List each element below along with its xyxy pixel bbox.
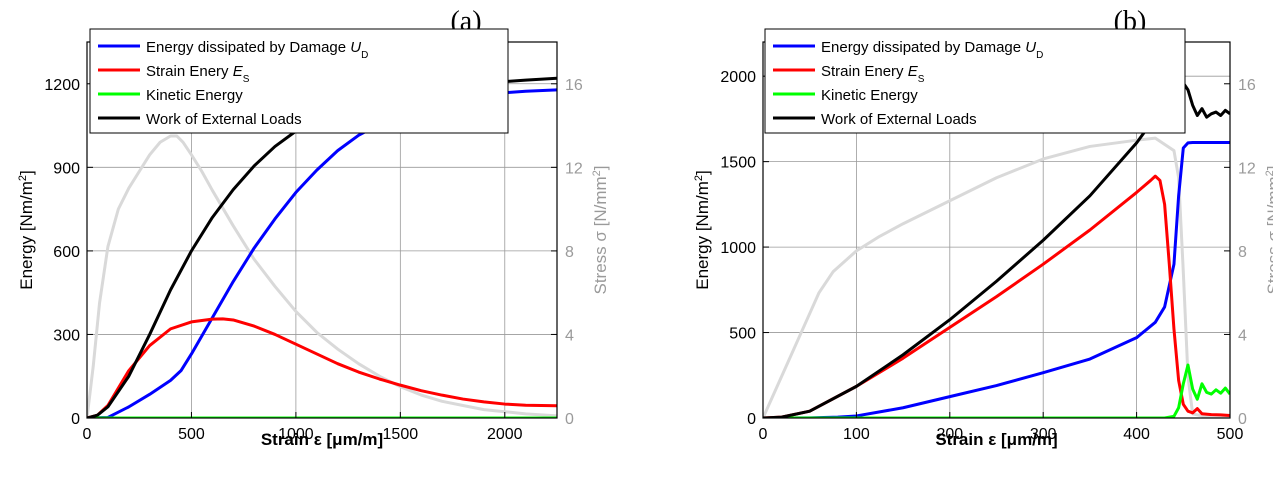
y2-tick-label: 0: [1238, 411, 1247, 428]
y-tick-label: 600: [53, 244, 80, 261]
legend-label: Work of External Loads: [146, 111, 302, 128]
series-line-kinetic: [763, 363, 1230, 418]
y2-tick-label: 12: [565, 160, 583, 177]
x-tick-label: 400: [1123, 426, 1150, 443]
x-axis-title: Strain ε [μm/m]: [935, 430, 1057, 449]
x-tick-label: 200: [936, 426, 963, 443]
chart-panel-a: 0 500 1000 1500 2000 0 300 600 900 1200 0 4 8 12 16 Str…: [17, 6, 610, 449]
chart-panel-b: 0 100 200 300 400 50005001000150020000481216S…: [693, 6, 1273, 449]
y2-tick-label: 8: [565, 244, 574, 261]
y-tick-label: 1000: [720, 240, 756, 257]
legend-label: Kinetic Energy: [821, 87, 918, 104]
y-tick-label: 1200: [44, 77, 80, 94]
y2-axis-title: Stress σ [N/mm2]: [1264, 165, 1273, 294]
x-tick-label: 1000: [278, 426, 314, 443]
legend-label: Strain Enery ES: [821, 63, 925, 85]
legend-label: Strain Enery ES: [146, 63, 250, 85]
y-tick-label: 0: [71, 411, 80, 428]
x-tick-label: 100: [843, 426, 870, 443]
legend-label: Work of External Loads: [821, 111, 977, 128]
y2-tick-label: 12: [1238, 160, 1256, 177]
x-tick-label: 1500: [383, 426, 419, 443]
y2-tick-label: 4: [565, 327, 574, 344]
y2-tick-label: 8: [1238, 244, 1247, 261]
x-tick-label: 500: [1217, 426, 1244, 443]
y-tick-label: 2000: [720, 69, 756, 86]
y-tick-label: 300: [53, 327, 80, 344]
x-tick-label: 2000: [487, 426, 523, 443]
x-tick-label: 0: [83, 426, 92, 443]
legend-label: Energy dissipated by Damage UD: [146, 39, 368, 61]
legend-label: Kinetic Energy: [146, 87, 243, 104]
y2-tick-label: 16: [565, 77, 583, 94]
series-line-stress: [87, 134, 557, 418]
x-tick-label: 0: [759, 426, 768, 443]
series-line-stress: [763, 136, 1230, 418]
series-line-strain: [763, 174, 1230, 418]
legend-label: Energy dissipated by Damage UD: [821, 39, 1043, 61]
y-tick-label: 500: [729, 326, 756, 343]
y2-axis-title: Stress σ [N/mm2]: [591, 165, 610, 294]
y-tick-label: 0: [747, 411, 756, 428]
y2-tick-label: 16: [1238, 77, 1256, 94]
legend-box: [764, 28, 1186, 134]
y-tick-label: 1500: [720, 155, 756, 172]
y-axis-title: Energy [Nm/m2]: [693, 170, 712, 290]
x-tick-label: 500: [178, 426, 205, 443]
series-line-damage: [87, 88, 557, 418]
x-axis-title: Strain ε [μm/m]: [261, 430, 383, 449]
series-line-strain: [87, 317, 557, 418]
y-tick-label: 900: [53, 160, 80, 177]
y2-tick-label: 0: [565, 411, 574, 428]
legend-box: [89, 28, 509, 134]
x-tick-label: 300: [1030, 426, 1057, 443]
y2-tick-label: 4: [1238, 327, 1247, 344]
y-axis-title: Energy [Nm/m2]: [17, 170, 36, 290]
